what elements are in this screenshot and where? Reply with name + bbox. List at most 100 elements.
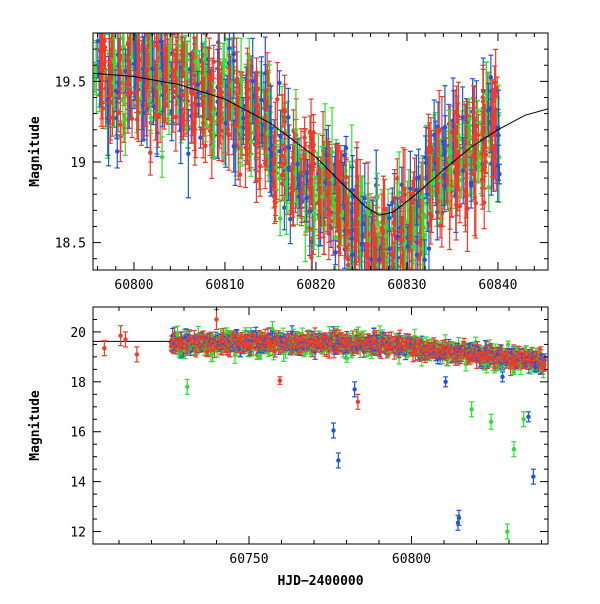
data-point (360, 242, 364, 246)
data-point (126, 93, 130, 97)
data-point (211, 110, 215, 114)
data-point (423, 258, 427, 262)
data-point (118, 67, 122, 71)
data-point (98, 22, 102, 26)
data-point (362, 270, 366, 274)
data-point (149, 116, 153, 120)
data-point (247, 56, 251, 60)
data-point (148, 71, 152, 75)
data-point (380, 272, 384, 276)
data-point (309, 255, 313, 259)
data-point (308, 181, 312, 185)
data-point (411, 244, 415, 248)
data-point (259, 98, 263, 102)
data-point (417, 256, 421, 260)
data-point (211, 144, 215, 148)
data-point (364, 250, 368, 254)
data-point (401, 187, 405, 191)
data-point (193, 60, 197, 64)
data-point (162, 48, 166, 52)
data-point (137, 59, 141, 63)
data-point (108, 115, 112, 119)
data-point (384, 300, 388, 304)
data-point (151, 104, 155, 108)
data-point (438, 179, 442, 183)
data-point (171, 89, 175, 93)
data-point (152, 25, 156, 29)
data-point (186, 152, 190, 156)
data-point (130, 116, 134, 120)
data-point (278, 216, 282, 220)
data-point (107, 76, 111, 80)
data-point (135, 117, 139, 121)
data-point (135, 71, 139, 75)
data-point (387, 247, 391, 251)
data-point (380, 253, 384, 257)
data-point (342, 153, 346, 157)
data-point (344, 175, 348, 179)
data-point (336, 169, 340, 173)
data-point (254, 179, 258, 183)
data-point (313, 212, 317, 216)
data-point (195, 77, 199, 81)
data-point (278, 135, 282, 139)
data-point (258, 164, 262, 168)
data-point (330, 150, 334, 154)
data-point (350, 253, 354, 257)
data-point (212, 60, 216, 64)
data-point (339, 213, 343, 217)
data-point (286, 115, 290, 119)
data-point (369, 272, 373, 276)
data-point (193, 127, 197, 131)
data-point (326, 174, 330, 178)
data-point (137, 27, 141, 31)
data-point (156, 85, 160, 89)
data-point (109, 53, 113, 57)
data-point (438, 223, 442, 227)
data-point-green (104, 3, 109, 35)
data-point (174, 15, 178, 19)
data-point (130, 29, 134, 33)
data-point (309, 134, 313, 138)
data-point (395, 203, 399, 207)
data-point (150, 66, 154, 70)
data-point (268, 147, 272, 151)
data-point (100, 24, 104, 28)
data-point (312, 162, 316, 166)
data-point (353, 238, 357, 242)
data-point (398, 272, 402, 276)
data-point (427, 246, 431, 250)
data-point (224, 121, 228, 125)
data-point (144, 68, 148, 72)
data-point (317, 200, 321, 204)
data-point (414, 188, 418, 192)
data-point (231, 26, 235, 30)
data-point (344, 200, 348, 204)
data-point (129, 55, 133, 59)
data-point (120, 36, 124, 40)
data-point (190, 92, 194, 96)
data-point (275, 97, 279, 101)
data-point (427, 146, 431, 150)
data-point (372, 287, 376, 291)
data-point (353, 274, 357, 278)
data-point (384, 225, 388, 229)
data-point (397, 190, 401, 194)
data-point (390, 273, 394, 277)
data-point (272, 194, 276, 198)
data-point (183, 67, 187, 71)
data-point (287, 146, 291, 150)
data-point (376, 275, 380, 279)
data-point (136, 27, 140, 31)
data-point (423, 155, 427, 159)
data-point (126, 42, 130, 46)
data-point (295, 162, 299, 166)
data-point (128, 28, 132, 32)
data-point (220, 129, 224, 133)
data-point (118, 123, 122, 127)
data-point (105, 16, 109, 20)
data-point (160, 155, 164, 159)
data-point (235, 77, 239, 81)
data-point (227, 103, 231, 107)
